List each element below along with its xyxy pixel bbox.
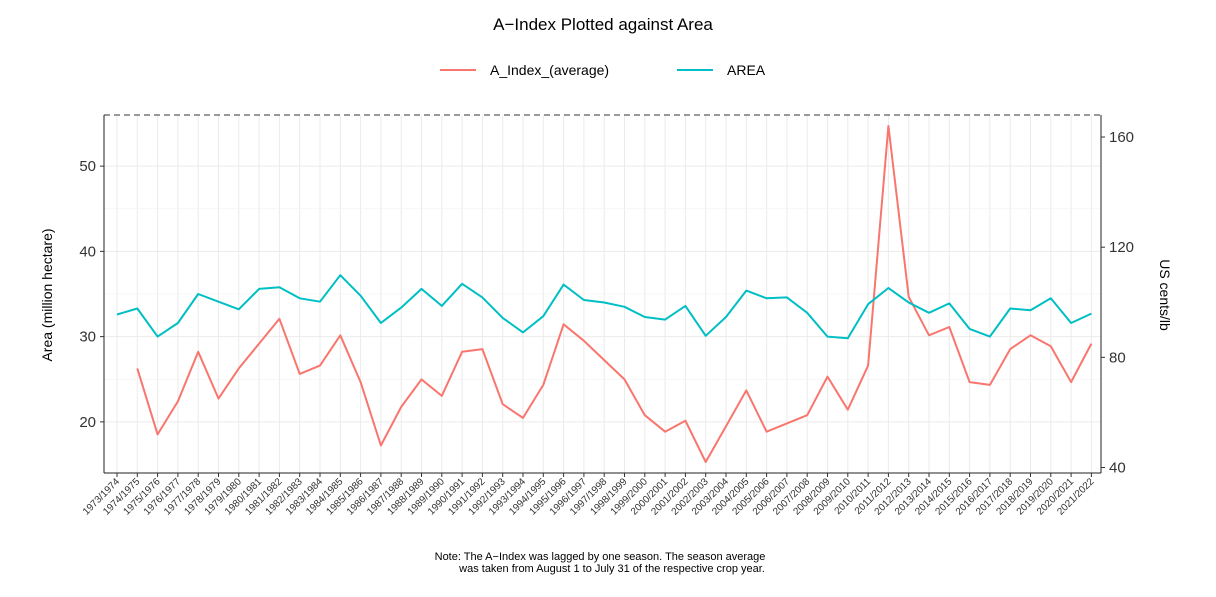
left-tick-label: 20 xyxy=(79,414,96,431)
legend-label-area: AREA xyxy=(727,62,766,78)
right-tick-label: 120 xyxy=(1109,239,1134,256)
series-lines xyxy=(116,125,1093,463)
grid xyxy=(104,115,1101,473)
y-axis-label-right: US cents/lb xyxy=(1157,259,1173,331)
legend-label-a-index: A_Index_(average) xyxy=(490,62,609,78)
chart-title: A−Index Plotted against Area xyxy=(493,15,713,34)
legend: A_Index_(average) AREA xyxy=(440,62,766,78)
plot-frame xyxy=(103,114,1102,474)
right-tick-label: 40 xyxy=(1109,459,1126,476)
right-axis: 40 80 120 160 xyxy=(1101,129,1134,476)
left-axis: 20 30 40 50 xyxy=(79,158,104,431)
y-axis-label-left: Area (million hectare) xyxy=(39,228,55,361)
series-line-a-index xyxy=(136,125,1093,463)
right-tick-label: 80 xyxy=(1109,349,1126,366)
left-tick-label: 50 xyxy=(79,158,96,175)
left-tick-label: 40 xyxy=(79,243,96,260)
series-line-area xyxy=(116,274,1092,340)
note-line-1: Note: The A−Index was lagged by one seas… xyxy=(435,551,766,563)
right-tick-label: 160 xyxy=(1109,129,1134,146)
left-tick-label: 30 xyxy=(79,329,96,346)
note-line-2: was taken from August 1 to July 31 of th… xyxy=(458,563,765,575)
x-axis: 1973/19741974/19751975/19761976/19771977… xyxy=(81,473,1097,518)
